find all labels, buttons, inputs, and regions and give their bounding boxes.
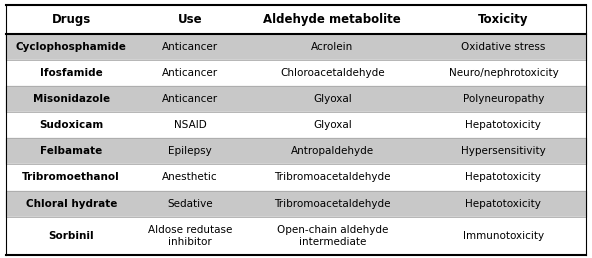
Text: Hepatotoxicity: Hepatotoxicity [465, 199, 541, 208]
Text: Felbamate: Felbamate [40, 146, 102, 156]
Bar [6, 5, 586, 34]
Text: Toxicity: Toxicity [478, 13, 529, 26]
Text: Oxidative stress: Oxidative stress [461, 42, 546, 52]
Text: Tribromoethanol: Tribromoethanol [22, 173, 120, 182]
Bar [6, 164, 586, 190]
Text: Aldehyde metabolite: Aldehyde metabolite [263, 13, 401, 26]
Text: NSAID: NSAID [173, 120, 207, 130]
Text: Chloral hydrate: Chloral hydrate [25, 199, 117, 208]
Text: Glyoxal: Glyoxal [313, 94, 352, 104]
Text: Acrolein: Acrolein [311, 42, 353, 52]
Text: Anticancer: Anticancer [162, 42, 218, 52]
Text: Anticancer: Anticancer [162, 94, 218, 104]
Text: Use: Use [178, 13, 202, 26]
Bar [6, 86, 586, 112]
Text: Tribromoacetaldehyde: Tribromoacetaldehyde [274, 199, 391, 208]
Text: Misonidazole: Misonidazole [33, 94, 110, 104]
Text: Open-chain aldehyde
intermediate: Open-chain aldehyde intermediate [276, 225, 388, 247]
Text: Antropaldehyde: Antropaldehyde [291, 146, 374, 156]
Text: Sedative: Sedative [168, 199, 213, 208]
Text: Ifosfamide: Ifosfamide [40, 68, 102, 78]
Text: Drugs: Drugs [52, 13, 91, 26]
Text: Chloroacetaldehyde: Chloroacetaldehyde [280, 68, 385, 78]
Bar [6, 190, 586, 217]
Text: Cyclophosphamide: Cyclophosphamide [16, 42, 127, 52]
Text: Hypersensitivity: Hypersensitivity [461, 146, 546, 156]
Bar [6, 34, 586, 60]
Text: Immunotoxicity: Immunotoxicity [463, 231, 544, 241]
Text: Anesthetic: Anesthetic [162, 173, 218, 182]
Bar [6, 112, 586, 138]
Text: Sudoxicam: Sudoxicam [39, 120, 104, 130]
Text: Epilepsy: Epilepsy [168, 146, 212, 156]
Text: Neuro/nephrotoxicity: Neuro/nephrotoxicity [449, 68, 558, 78]
Text: Aldose redutase
inhibitor: Aldose redutase inhibitor [148, 225, 232, 247]
Bar [6, 217, 586, 255]
Text: Anticancer: Anticancer [162, 68, 218, 78]
Text: Sorbinil: Sorbinil [49, 231, 94, 241]
Text: Tribromoacetaldehyde: Tribromoacetaldehyde [274, 173, 391, 182]
Bar [6, 138, 586, 164]
Bar [6, 60, 586, 86]
Text: Polyneuropathy: Polyneuropathy [463, 94, 544, 104]
Text: Hepatotoxicity: Hepatotoxicity [465, 120, 541, 130]
Text: Hepatotoxicity: Hepatotoxicity [465, 173, 541, 182]
Text: Glyoxal: Glyoxal [313, 120, 352, 130]
